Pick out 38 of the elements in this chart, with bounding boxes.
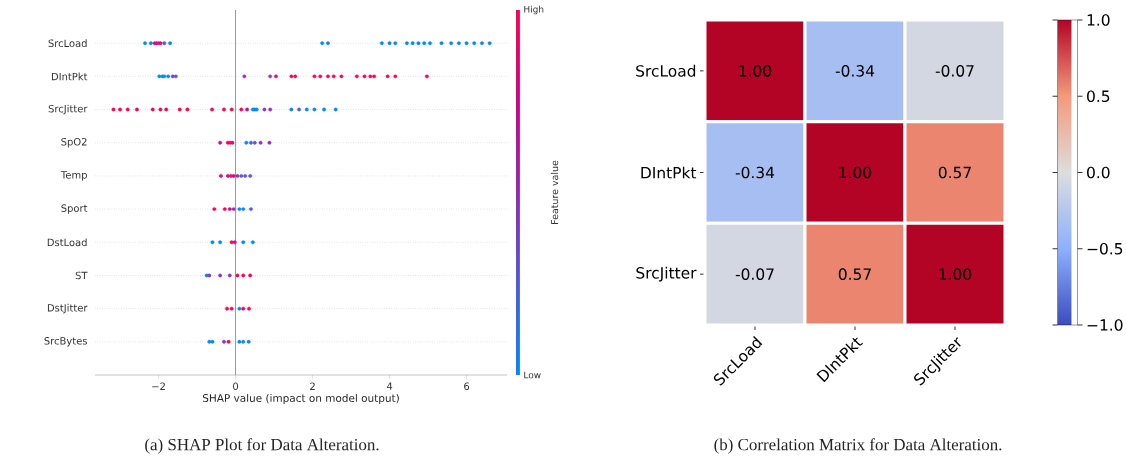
y-tick-label: SrcLoad <box>48 39 87 48</box>
color-bar-label: 1.0 <box>1087 14 1110 26</box>
color-bar-label: 0.5 <box>1087 90 1110 103</box>
text: High <box>524 5 544 15</box>
y-tick-label: SrcBytes <box>44 337 87 347</box>
data-label: 1.00 <box>939 268 972 281</box>
x-tick-label: 0 <box>233 382 239 391</box>
x-axis-title: SHAP value (impact on model output) <box>202 393 399 405</box>
color-bar-label: −0.5 <box>1087 242 1123 255</box>
data-label: 0.57 <box>938 166 971 179</box>
y-tick-label: SpO2 <box>61 137 87 148</box>
x-tick-label: 4 <box>386 382 393 390</box>
text: (b) Correlation Matrix for Data Alteration. <box>714 438 1002 454</box>
data-label: 1.00 <box>839 166 872 179</box>
color-bar-label: 0.0 <box>1087 166 1110 179</box>
data-label: -0.07 <box>935 65 974 77</box>
y-tick-label: ST <box>75 271 88 280</box>
text: Low <box>524 371 541 379</box>
text: (a) SHAP Plot for Data Alteration. <box>145 438 379 454</box>
y-tick-label: DIntPkt <box>51 72 88 81</box>
y-tick-label: DIntPkt <box>641 166 697 179</box>
y-tick-label: DstJitter <box>47 303 88 314</box>
y-tick-label: SrcLoad <box>636 64 696 77</box>
data-label: -0.07 <box>735 268 774 281</box>
x-tick-label: 6 <box>464 382 470 391</box>
y-tick-label: SrcJitter <box>636 266 697 282</box>
y-tick-label: Temp <box>60 171 87 181</box>
color-bar-title: Feature value <box>550 160 559 224</box>
data-label: 1.00 <box>739 65 772 77</box>
data-label: 0.57 <box>838 268 871 281</box>
y-tick-label: Sport <box>61 204 88 214</box>
data-label: -0.34 <box>735 166 775 179</box>
data-label: -0.34 <box>835 65 875 77</box>
y-tick-label: SrcJitter <box>48 104 88 115</box>
x-tick-label: −2 <box>152 382 165 390</box>
x-tick-label: 2 <box>310 382 315 390</box>
color-bar-label: −1.0 <box>1087 319 1123 331</box>
y-tick-label: DstLoad <box>47 238 87 247</box>
